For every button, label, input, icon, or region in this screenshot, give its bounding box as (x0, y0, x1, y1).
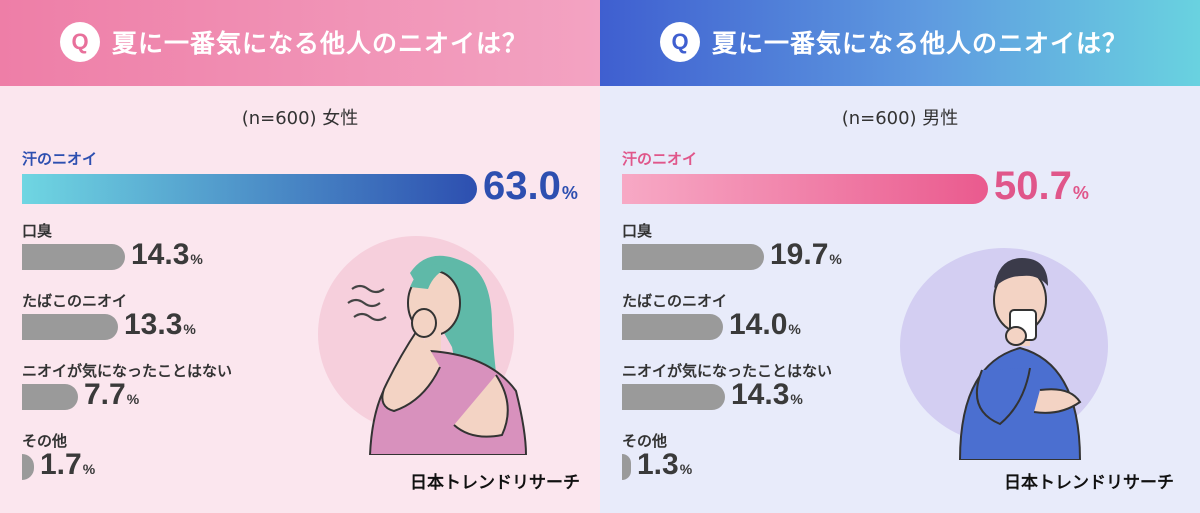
bar-sweat (622, 174, 988, 204)
value-label-sweat: 50.7% (994, 164, 1089, 208)
man-covering-mouth-icon (958, 258, 1082, 460)
value-label-cigarette: 14.0% (729, 308, 801, 341)
category-label-bad-breath: 口臭 (622, 222, 653, 240)
value-label-never-noticed: 14.3% (731, 378, 803, 411)
sample-size-female: (n=600) 女性 (241, 108, 359, 129)
question-badge: Q (60, 22, 100, 62)
bar-sweat (22, 174, 477, 204)
bar-cigarette (622, 314, 723, 340)
value-label-bad-breath: 19.7% (770, 238, 842, 271)
value-label-bad-breath: 14.3% (131, 238, 203, 271)
category-label-cigarette: たばこのニオイ (22, 292, 128, 310)
question-badge: Q (660, 22, 700, 62)
category-label-cigarette: たばこのニオイ (622, 292, 728, 310)
category-label-other: その他 (22, 432, 68, 450)
category-label-sweat: 汗のニオイ (622, 150, 698, 168)
question-title: 夏に一番気になる他人のニオイは？ (112, 29, 529, 58)
category-label-other: その他 (622, 432, 668, 450)
bar-bad-breath (22, 244, 125, 270)
sample-size-male: (n=600) 男性 (841, 108, 959, 129)
value-label-other: 1.3% (637, 448, 693, 481)
bar-other (622, 454, 631, 480)
bar-never-noticed (622, 384, 725, 410)
brand-logo-male: 日本トレンドリサーチ (1004, 473, 1174, 493)
woman-pinching-nose-icon (347, 255, 528, 455)
value-label-never-noticed: 7.7% (84, 378, 140, 411)
value-label-cigarette: 13.3% (124, 308, 196, 341)
female-header: Q 夏に一番気になる他人のニオイは？ (0, 0, 600, 86)
bar-cigarette (22, 314, 118, 340)
bar-bad-breath (622, 244, 764, 270)
category-label-bad-breath: 口臭 (22, 222, 53, 240)
female-panel: Q 夏に一番気になる他人のニオイは？ (n=600) 女性 日本トレンドリサーチ… (0, 0, 600, 513)
brand-logo-female: 日本トレンドリサーチ (410, 473, 580, 493)
bar-other (22, 454, 34, 480)
category-label-sweat: 汗のニオイ (22, 150, 98, 168)
value-label-sweat: 63.0% (483, 164, 578, 208)
value-label-other: 1.7% (40, 448, 96, 481)
bar-never-noticed (22, 384, 78, 410)
male-panel: Q 夏に一番気になる他人のニオイは？ (n=600) 男性 日本トレンドリサーチ… (600, 0, 1200, 513)
category-label-never-noticed: ニオイが気になったことはない (622, 362, 833, 380)
male-header: Q 夏に一番気になる他人のニオイは？ (600, 0, 1200, 86)
question-title: 夏に一番気になる他人のニオイは？ (712, 29, 1129, 58)
category-label-never-noticed: ニオイが気になったことはない (22, 362, 233, 380)
